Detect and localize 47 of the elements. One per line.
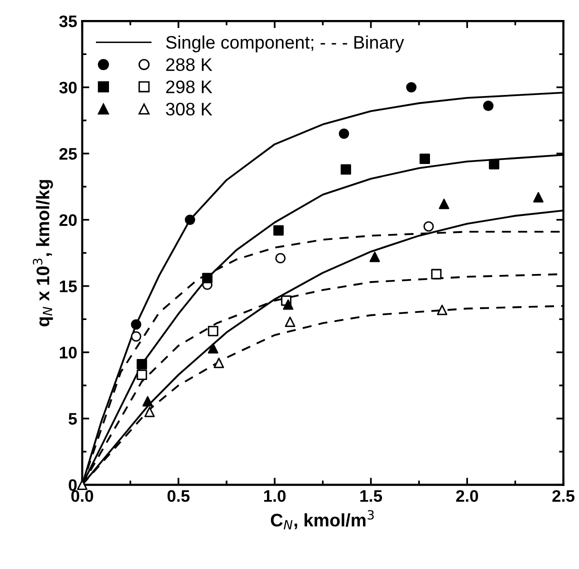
point bbox=[136, 370, 148, 380]
point bbox=[488, 158, 500, 170]
point bbox=[130, 319, 142, 330]
legend-title: Single component; - - - Binary bbox=[166, 35, 404, 52]
point bbox=[273, 225, 284, 236]
point bbox=[184, 214, 196, 225]
legend-label: 288 K bbox=[166, 58, 212, 72]
y-tick-label: 10 bbox=[60, 346, 77, 358]
y-tick-label: 25 bbox=[59, 148, 77, 160]
point bbox=[208, 343, 218, 354]
point bbox=[483, 100, 494, 112]
point bbox=[144, 406, 155, 418]
point bbox=[436, 304, 448, 316]
x-tick-label: 1.5 bbox=[360, 490, 382, 502]
point bbox=[136, 359, 148, 370]
x-tick-label: 1.0 bbox=[264, 490, 286, 502]
x-tick-label: 2.5 bbox=[552, 490, 574, 502]
legend-label: 308 K bbox=[166, 102, 212, 116]
point bbox=[533, 192, 544, 202]
x-tick-label: 0.5 bbox=[168, 490, 190, 502]
point bbox=[202, 272, 213, 284]
y-axis-title: q$_{N}$ x 10$^{3}$, kmol/kg bbox=[32, 180, 53, 326]
point bbox=[208, 326, 218, 336]
y-tick-label: 5 bbox=[68, 413, 77, 425]
point bbox=[142, 396, 153, 407]
point bbox=[370, 252, 380, 262]
point bbox=[338, 128, 350, 139]
point bbox=[423, 221, 434, 232]
y-tick-label: 30 bbox=[59, 82, 77, 94]
point bbox=[130, 331, 142, 342]
point bbox=[284, 316, 296, 328]
y-tick-label: 15 bbox=[60, 280, 77, 292]
x-axis-title: C$_{N}$, kmol/m$^{3}$ bbox=[270, 510, 374, 530]
point bbox=[406, 82, 417, 92]
point bbox=[214, 358, 224, 368]
point bbox=[420, 154, 430, 164]
point bbox=[438, 198, 450, 210]
point bbox=[275, 253, 286, 264]
point bbox=[431, 268, 442, 280]
y-tick-label: 35 bbox=[59, 15, 77, 28]
x-tick-label: 0.0 bbox=[71, 490, 94, 502]
y-tick-label: 0 bbox=[68, 479, 77, 491]
point bbox=[282, 299, 294, 310]
point bbox=[340, 164, 352, 175]
y-tick-label: 20 bbox=[59, 214, 77, 226]
x-tick-label: 2.0 bbox=[456, 490, 478, 502]
legend-label: 298 K bbox=[166, 80, 212, 94]
